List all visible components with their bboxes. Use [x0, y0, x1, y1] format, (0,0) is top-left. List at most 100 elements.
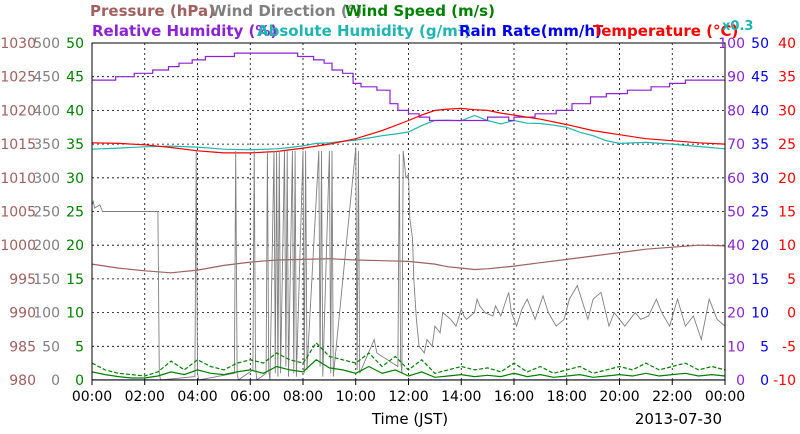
- ytick-rain: 0: [760, 373, 769, 389]
- ytick-windspeed: 0: [75, 373, 84, 389]
- ytick-rh: 40: [727, 238, 745, 254]
- ytick-rain: 40: [751, 103, 769, 119]
- ytick-windspeed: 10: [66, 306, 84, 322]
- ytick-windspeed: 40: [66, 103, 84, 119]
- ytick-windspeed: 25: [66, 205, 84, 221]
- xtick-label: 04:00: [177, 389, 217, 405]
- ytick-winddir: 50: [42, 339, 60, 355]
- ytick-rh: 60: [727, 171, 745, 187]
- ytick-rain: 15: [751, 272, 769, 288]
- grid: [92, 43, 725, 380]
- ytick-winddir: 100: [33, 306, 60, 322]
- ytick-rh: 50: [727, 205, 745, 221]
- ytick-rh: 10: [727, 339, 745, 355]
- xtick-label: 00:00: [705, 389, 745, 405]
- ytick-pressure: 995: [9, 272, 36, 288]
- xtick-label: 16:00: [494, 389, 534, 405]
- ytick-pressure: 1000: [0, 238, 36, 254]
- xtick-label: 22:00: [652, 389, 692, 405]
- ytick-rh: 0: [736, 373, 745, 389]
- ytick-winddir: 300: [33, 171, 60, 187]
- ytick-rain: 5: [760, 339, 769, 355]
- ytick-winddir: 200: [33, 238, 60, 254]
- ytick-temp: 20: [778, 171, 796, 187]
- legend-temp: Temperature (°C): [593, 22, 738, 40]
- ytick-temp: 5: [787, 272, 796, 288]
- ytick-temp: 10: [778, 238, 796, 254]
- ytick-pressure: 1025: [0, 70, 36, 86]
- ytick-winddir: 250: [33, 205, 60, 221]
- ytick-pressure: 1010: [0, 171, 36, 187]
- xtick-label: 14:00: [441, 389, 481, 405]
- ytick-rain: 30: [751, 171, 769, 187]
- ytick-rain: 45: [751, 70, 769, 86]
- series-pressure-hpa: [92, 244, 725, 274]
- xtick-label: 02:00: [125, 389, 165, 405]
- ytick-rh: 70: [727, 137, 745, 153]
- ytick-temp: 15: [778, 205, 796, 221]
- ytick-windspeed: 30: [66, 171, 84, 187]
- ytick-pressure: 990: [9, 306, 36, 322]
- series-temperature-c: [92, 107, 725, 154]
- ytick-rh: 30: [727, 272, 745, 288]
- ytick-rain: 20: [751, 238, 769, 254]
- ytick-winddir: 350: [33, 137, 60, 153]
- ytick-rh: 80: [727, 103, 745, 119]
- ytick-temp: 30: [778, 103, 796, 119]
- ytick-pressure: 1015: [0, 137, 36, 153]
- ytick-temp: -10: [773, 373, 796, 389]
- xtick-label: 06:00: [230, 389, 270, 405]
- ytick-windspeed: 45: [66, 70, 84, 86]
- ytick-windspeed: 35: [66, 137, 84, 153]
- series-wind-direction: [92, 147, 725, 380]
- xtick-label: 12:00: [388, 389, 428, 405]
- legend-rain: Rain Rate(mm/h): [459, 22, 602, 40]
- ytick-rain: 10: [751, 306, 769, 322]
- series-relative-humidity: [92, 52, 725, 122]
- ytick-winddir: 0: [51, 373, 60, 389]
- ytick-windspeed: 20: [66, 238, 84, 254]
- ytick-rain: 35: [751, 137, 769, 153]
- ytick-temp: 0: [787, 306, 796, 322]
- ytick-pressure: 1005: [0, 205, 36, 221]
- xtick-label: 10:00: [336, 389, 376, 405]
- xtick-label: 00:00: [72, 389, 112, 405]
- ytick-pressure: 980: [9, 373, 36, 389]
- ytick-winddir: 150: [33, 272, 60, 288]
- ytick-rh: 100: [718, 36, 745, 52]
- legend-winddir: Wind Direction (°): [210, 2, 362, 20]
- ytick-winddir: 450: [33, 70, 60, 86]
- chart-date: 2013-07-30: [635, 410, 722, 428]
- ytick-windspeed: 50: [66, 36, 84, 52]
- ytick-temp: 35: [778, 70, 796, 86]
- y-axes: 1030102510201015101010051000995990985980…: [0, 36, 796, 389]
- series-wind-speed-m-s: [92, 359, 725, 379]
- series-absolute-humidity-g-m-x0-3: [92, 114, 725, 151]
- ytick-windspeed: 15: [66, 272, 84, 288]
- series-wind-speed-m-s-gust: [92, 341, 725, 377]
- ytick-rh: 90: [727, 70, 745, 86]
- ytick-winddir: 400: [33, 103, 60, 119]
- legend-ah-scale: x0.3: [722, 19, 753, 34]
- x-axis: 00:00 02:00 04:00 06:00 08:00 10:00 12:00 14:00…: [72, 380, 745, 428]
- ytick-winddir: 500: [33, 36, 60, 52]
- ytick-rh: 20: [727, 306, 745, 322]
- ytick-rain: 50: [751, 36, 769, 52]
- x-axis-label: Time (JST): [371, 410, 448, 428]
- legend-windspeed: Wind Speed (m/s): [345, 2, 495, 20]
- ytick-windspeed: 5: [75, 339, 84, 355]
- ytick-temp: 25: [778, 137, 796, 153]
- legend-ah: Absolute Humidity (g/m³): [257, 22, 471, 40]
- xtick-label: 20:00: [599, 389, 639, 405]
- ytick-pressure: 1030: [0, 36, 36, 52]
- legend: Pressure (hPa)Wind Direction (°)Wind Spe…: [90, 2, 753, 40]
- xtick-label: 18:00: [547, 389, 587, 405]
- ytick-pressure: 985: [9, 339, 36, 355]
- legend-rh: Relative Humidity (%): [92, 22, 277, 40]
- xtick-label: 08:00: [283, 389, 323, 405]
- ytick-pressure: 1020: [0, 103, 36, 119]
- ytick-temp: -5: [782, 339, 796, 355]
- ytick-temp: 40: [778, 36, 796, 52]
- ytick-rain: 25: [751, 205, 769, 221]
